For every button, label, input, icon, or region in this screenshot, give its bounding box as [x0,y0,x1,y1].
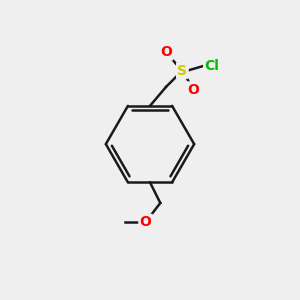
Text: Cl: Cl [205,59,219,73]
Text: O: O [187,83,199,97]
Text: O: O [140,215,152,229]
Text: O: O [160,45,172,59]
Text: S: S [177,64,188,77]
